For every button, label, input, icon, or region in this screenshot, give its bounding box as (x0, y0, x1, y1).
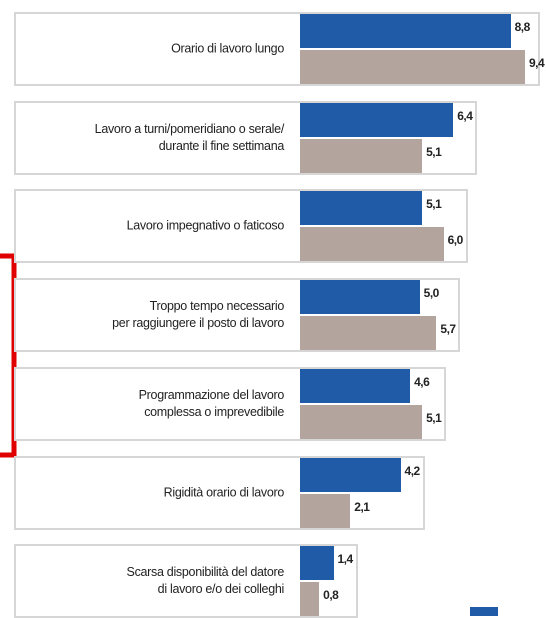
bar (300, 546, 334, 581)
bar (300, 50, 525, 84)
bar (300, 280, 420, 315)
value-label: 4,2 (404, 463, 421, 478)
bar (300, 368, 411, 403)
value-label: 9,4 (529, 56, 545, 70)
category-label: Lavoro a turni/pomeridiano o serale/ dur… (94, 121, 285, 153)
category-label: Troppo tempo necessario per raggiungere … (112, 299, 284, 331)
value-label: 5,7 (440, 322, 456, 337)
value-label: 8,8 (514, 20, 531, 34)
category-label: Scarsa disponibilità del datore di lavor… (126, 565, 285, 597)
bar (300, 316, 437, 351)
category-label: Programmazione del lavoro complessa o im… (138, 387, 285, 419)
bar (300, 138, 423, 173)
category-label: Lavoro impegnativo o faticoso (126, 218, 285, 233)
value-label: 0,8 (323, 588, 339, 603)
bar (300, 102, 454, 137)
category-label: Orario di lavoro lungo (171, 41, 284, 56)
value-label: 6,4 (457, 108, 473, 123)
value-label: 4,6 (414, 374, 430, 389)
value-label: 5,0 (423, 286, 440, 301)
bar (300, 404, 423, 439)
value-label: 2,1 (354, 499, 370, 514)
bar (300, 582, 320, 617)
bar (300, 191, 423, 226)
legend-swatch (470, 607, 498, 616)
bar (300, 457, 401, 492)
value-label: 5,1 (426, 144, 442, 159)
category-label: Rigidità orario di lavoro (163, 485, 285, 499)
value-label: 5,1 (426, 197, 442, 212)
value-label: 6,0 (447, 233, 464, 248)
value-label: 1,4 (337, 552, 354, 567)
bar (300, 227, 444, 262)
highlight-bracket (0, 253, 17, 458)
value-label: 5,1 (426, 410, 442, 425)
bar (300, 14, 511, 48)
bar (300, 493, 351, 528)
